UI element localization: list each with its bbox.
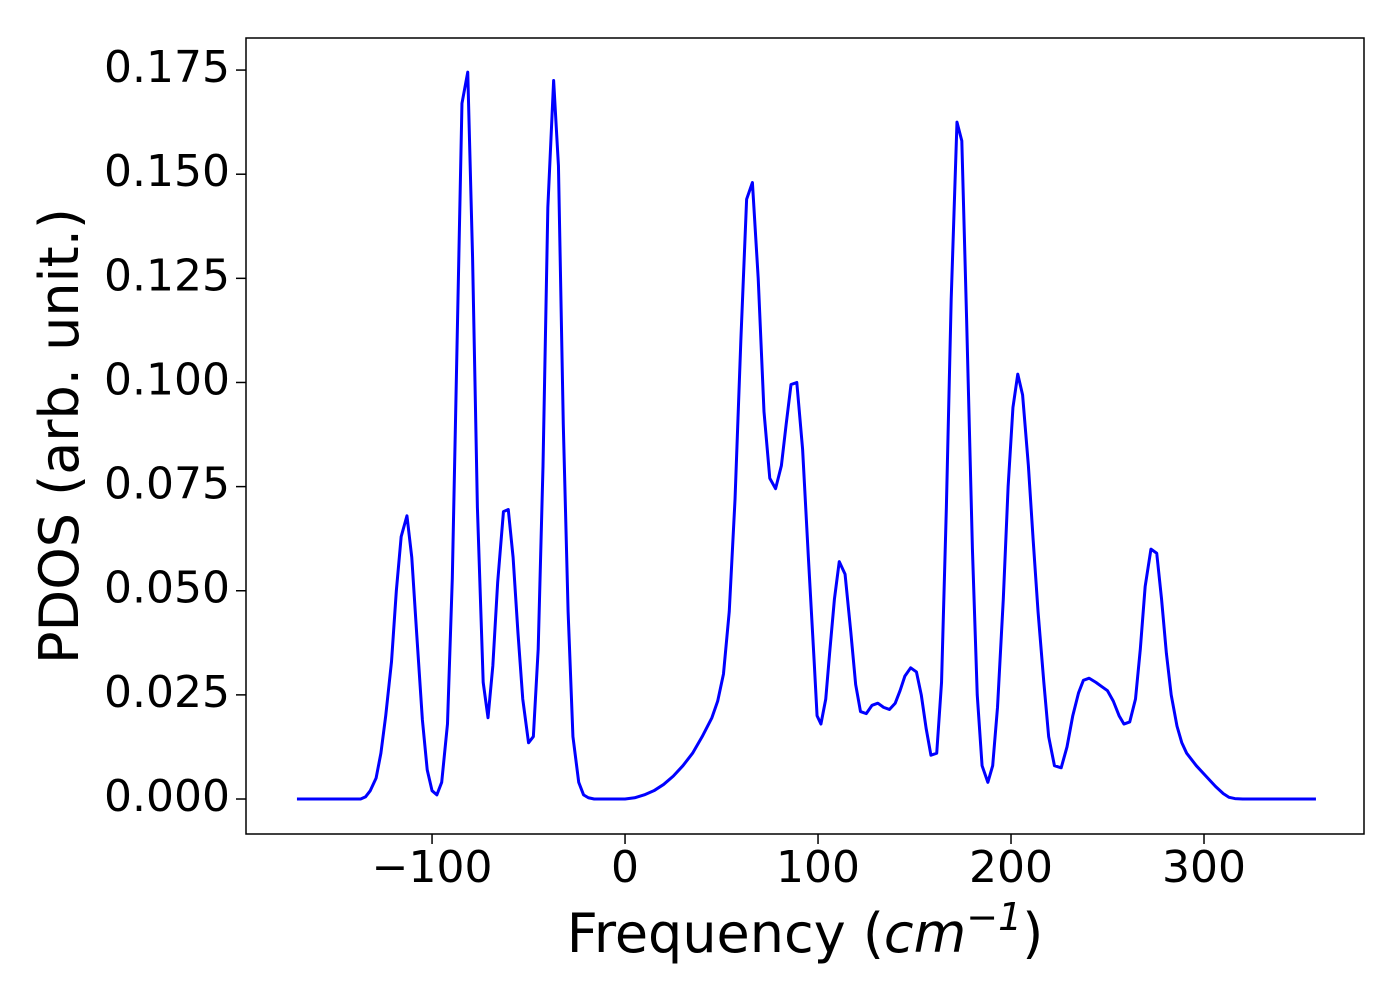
y-tick-label: 0.050 <box>104 563 230 614</box>
y-tick-label: 0.150 <box>104 146 230 197</box>
x-tick-label: 200 <box>969 842 1053 893</box>
x-tick-label: 300 <box>1162 842 1246 893</box>
y-tick-label: 0.000 <box>104 771 230 822</box>
y-tick-label: 0.175 <box>104 42 230 93</box>
x-label-sup: −1 <box>966 895 1022 939</box>
y-tick-label: 0.075 <box>104 459 230 510</box>
x-label-close: ) <box>1022 902 1043 965</box>
x-tick-label: −100 <box>372 842 493 893</box>
line <box>296 70 1316 801</box>
y-axis-label: PDOS (arb. unit.) <box>28 208 91 664</box>
y-tick-label: 0.125 <box>104 250 230 301</box>
x-axis-label: Frequency (cm−1) <box>567 895 1044 965</box>
plot-frame <box>245 37 1365 835</box>
y-tick-label: 0.100 <box>104 354 230 405</box>
y-tick-label: 0.025 <box>104 667 230 718</box>
x-label-math: cm <box>884 902 966 965</box>
x-tick-label: 100 <box>776 842 860 893</box>
x-tick-label: 0 <box>611 842 639 893</box>
x-label-text: Frequency ( <box>567 902 884 965</box>
